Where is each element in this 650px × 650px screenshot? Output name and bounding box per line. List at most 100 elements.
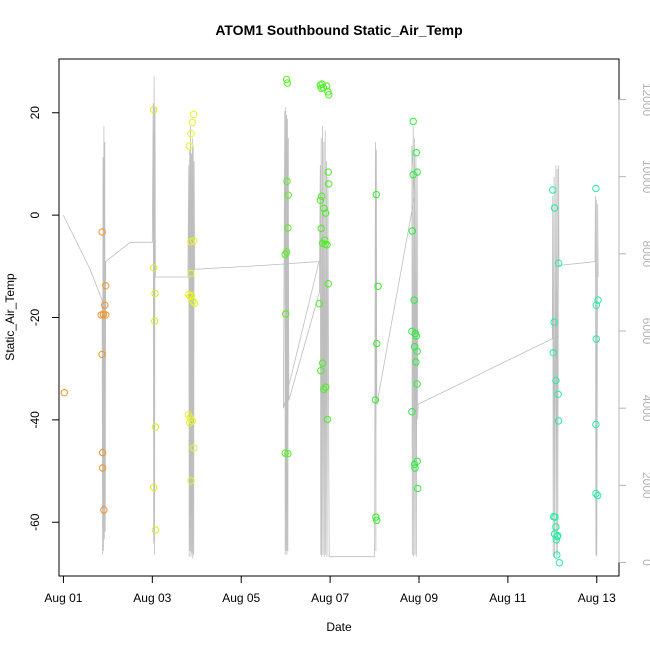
scatter-point [413,347,421,355]
scatter-point [151,526,160,534]
scatter-point [151,423,160,431]
y2-tick-label: 6000 [640,318,650,345]
scatter-points [60,75,602,567]
x-tick-label: Aug 01 [44,591,82,605]
y2-tick-label: 2000 [640,472,650,499]
scatter-point [594,296,602,304]
scatter-point [409,171,417,179]
altitude-lines [63,76,599,559]
scatter-point [284,450,292,458]
x-tick-label: Aug 05 [222,591,260,605]
scatter-point [315,300,324,308]
scatter-point [411,464,419,472]
x-tick-label: Aug 11 [489,591,526,605]
y-tick-label: -20 [28,309,42,327]
scatter-point [322,383,330,391]
altitude-series-line [63,76,599,559]
scatter-point [282,310,290,318]
scatter-point [187,291,196,300]
scatter-point [187,269,195,278]
scatter-point [318,192,326,200]
scatter-point [554,259,563,267]
scatter-point [185,142,193,150]
scatter-point [549,349,557,357]
scatter-point [412,332,420,340]
scatter-point [187,238,195,246]
scatter-point [102,311,110,319]
scatter-point [190,299,199,307]
scatter-point [150,483,158,492]
scatter-point [372,190,380,199]
y2-tick-label: 12000 [640,83,650,117]
scatter-point [373,516,381,524]
scatter-point [553,532,561,541]
scatter-point [284,191,292,199]
scatter-point [408,227,416,235]
scatter-point [190,444,198,452]
scatter-point [102,282,110,290]
scatter-point [190,110,198,119]
scatter-point [412,358,420,366]
y2-axis: 0 2000 4000 6000 8000 10000 12000 [618,83,650,566]
scatter-point [317,84,325,92]
scatter-point [320,385,328,393]
scatter-point [98,228,106,236]
scatter-point [410,460,419,469]
scatter-point [281,449,289,457]
scatter-point [100,506,108,514]
scatter-point [316,196,324,205]
scatter-point [101,301,109,309]
scatter-point [325,91,333,99]
plot-frame [58,58,620,577]
scatter-point [323,415,332,424]
scatter-point [317,224,325,233]
scatter-point [410,296,418,304]
x-axis-label: Date [326,620,352,634]
scatter-point [550,318,558,326]
scatter-point [413,380,421,388]
scatter-point [187,477,195,485]
scatter-point [412,149,420,157]
scatter-point [150,317,159,325]
scatter-point [373,339,381,348]
scatter-point [324,168,332,176]
scatter-point [186,419,194,427]
scatter-point [60,389,69,397]
scatter-point [97,311,105,319]
scatter-point [554,390,562,398]
scatter-point [592,489,600,498]
scatter-point [98,350,106,359]
scatter-point [408,408,416,416]
scatter-point [409,117,417,126]
y-tick-label: 0 [28,211,42,218]
scatter-point [555,559,564,567]
scatter-point [553,551,561,559]
scatter-point [283,177,291,186]
scatter-point [551,513,559,521]
scatter-point [320,204,328,213]
scatter-point [281,250,289,259]
scatter-point [371,396,380,404]
x-tick-label: Aug 07 [311,591,349,605]
scatter-point [554,417,563,425]
scatter-point [284,224,292,232]
scatter-point [323,241,331,249]
scatter-point [318,359,327,367]
scatter-point [187,130,195,138]
scatter-point [550,204,559,212]
scatter-point [188,118,197,127]
scatter-point [98,464,107,472]
y-tick-label: 20 [28,106,42,120]
scatter-point [151,289,159,298]
x-tick-label: Aug 03 [133,591,171,605]
scatter-point [413,168,421,176]
scatter-point [150,106,158,114]
scatter-point [317,367,325,375]
scatter-point [374,282,382,290]
scatter-point [592,301,600,309]
scatter-point [324,88,332,96]
x-tick-label: Aug 13 [578,591,616,605]
y2-tick-label: 10000 [640,160,650,194]
y2-tick-label: 0 [640,559,650,566]
x-tick-label: Aug 09 [400,591,438,605]
